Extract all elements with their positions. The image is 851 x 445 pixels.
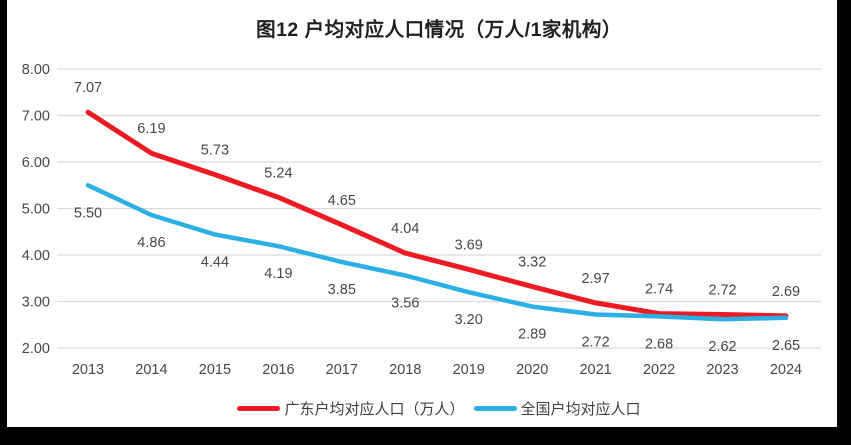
y-tick-label: 7.00: [22, 109, 50, 125]
data-label: 5.50: [74, 205, 102, 221]
data-label: 2.72: [581, 335, 609, 351]
y-tick-label: 4.00: [22, 248, 50, 264]
x-tick-label: 2014: [135, 362, 167, 378]
y-tick-label: 3.00: [22, 295, 50, 311]
series-line-0: [85, 109, 789, 319]
x-tick-label: 2017: [326, 362, 358, 378]
data-label: 2.65: [772, 338, 800, 354]
data-label: 3.20: [455, 312, 483, 328]
data-label: 5.24: [264, 165, 292, 181]
y-tick-label: 5.00: [22, 202, 50, 218]
x-tick-label: 2022: [643, 362, 675, 378]
series-line-1: [85, 183, 789, 322]
chart-title: 图12 户均对应人口情况（万人/1家机构）: [256, 19, 622, 41]
data-label: 4.19: [264, 266, 292, 282]
data-label: 7.07: [74, 80, 102, 96]
x-tick-label: 2015: [199, 362, 231, 378]
data-label: 2.68: [645, 336, 673, 352]
data-labels-series-0: 7.07 6.19 5.73 5.24 4.65 4.04 3.69 3.32 2.97 2.74…: [74, 80, 800, 300]
data-label: 3.32: [518, 255, 546, 271]
data-label: 3.69: [455, 237, 483, 253]
x-tick-label: 2021: [579, 362, 611, 378]
legend: 广东户均对应人口（万人） 全国户均对应人口: [57, 397, 821, 419]
data-label: 2.62: [708, 339, 736, 355]
x-tick-label: 2018: [389, 362, 421, 378]
y-tick-label: 6.00: [22, 155, 50, 171]
data-label: 2.89: [518, 327, 546, 343]
x-tick-label: 2024: [770, 362, 802, 378]
data-label: 2.72: [708, 283, 736, 299]
data-label: 6.19: [137, 121, 165, 137]
data-label: 4.44: [201, 255, 229, 271]
data-label: 2.69: [772, 284, 800, 300]
data-label: 3.56: [391, 296, 419, 312]
data-label: 4.86: [137, 235, 165, 251]
screen-edge-bottom: [0, 427, 851, 445]
x-axis-labels: 2013 2014 2015 2016 2017 2018 2019 2020 2021 2022…: [72, 362, 802, 378]
screen-edge-right: [837, 0, 851, 445]
screen-edge-left: [0, 0, 7, 436]
y-tick-label: 8.00: [22, 62, 50, 78]
data-label: 3.85: [328, 282, 356, 298]
data-label: 2.74: [645, 282, 673, 298]
data-label: 4.65: [328, 193, 356, 209]
y-tick-label: 2.00: [22, 341, 50, 357]
data-label: 4.04: [391, 221, 419, 237]
legend-item-guangdong: 广东户均对应人口（万人）: [237, 398, 465, 419]
x-tick-label: 2023: [706, 362, 738, 378]
x-tick-label: 2019: [453, 362, 485, 378]
x-tick-label: 2016: [262, 362, 294, 378]
legend-line-swatch-blue: [473, 405, 517, 411]
data-label: 2.97: [581, 271, 609, 287]
legend-label-guangdong: 广东户均对应人口（万人）: [284, 400, 465, 418]
legend-label-national: 全国户均对应人口: [520, 400, 641, 418]
data-labels-series-1: 5.50 4.86 4.44 4.19 3.85 3.56 3.20 2.89 2.72 2.68…: [74, 205, 800, 355]
x-tick-label: 2020: [516, 362, 548, 378]
gridlines-and-y-axis: 2.00 3.00 4.00 5.00 6.00 7.00 8.00: [22, 62, 821, 357]
x-tick-label: 2013: [72, 362, 104, 378]
legend-line-swatch-red: [237, 405, 281, 411]
data-label: 5.73: [201, 143, 229, 159]
legend-item-national: 全国户均对应人口: [473, 398, 641, 419]
